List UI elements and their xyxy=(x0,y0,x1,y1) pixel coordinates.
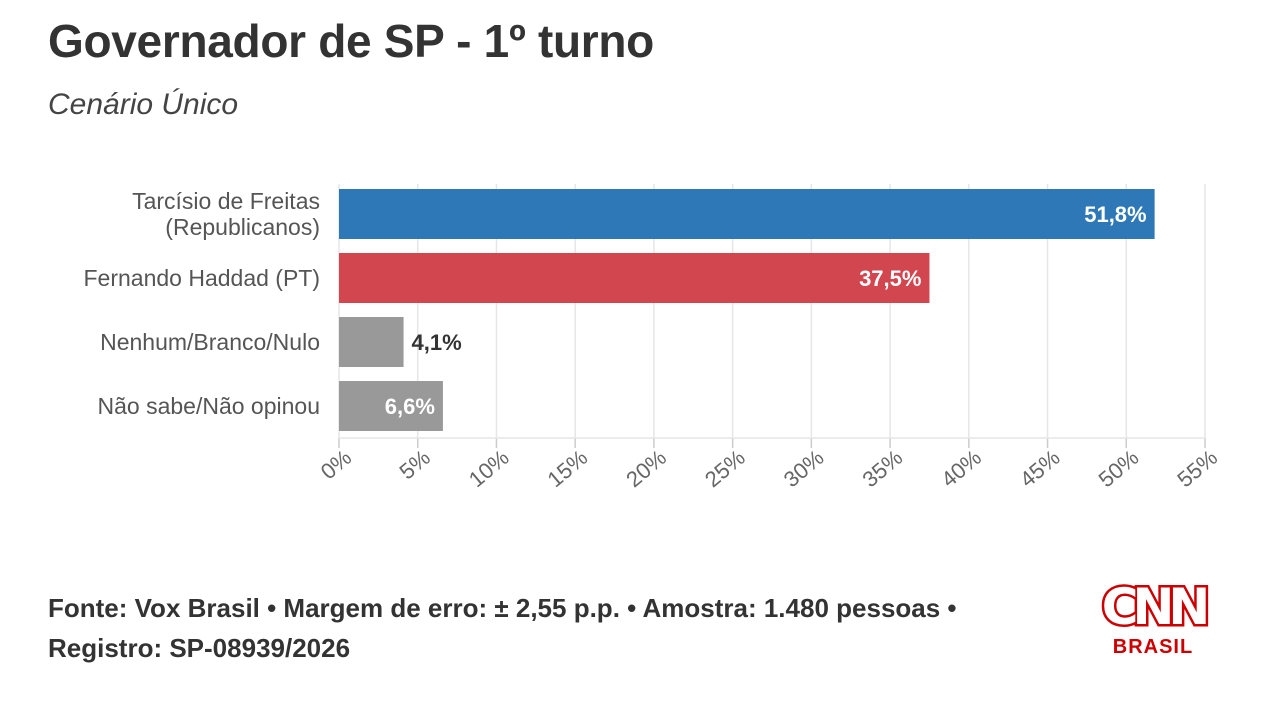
category-labels: Tarcísio de Freitas (Republicanos) Fernand… xyxy=(83,188,320,419)
cnn-brasil-logo: CNN BRASIL xyxy=(1092,578,1214,659)
value-label: 6,6% xyxy=(385,394,435,419)
value-label: 4,1% xyxy=(412,330,462,355)
logo-brand: CNN xyxy=(1099,578,1212,636)
tick-label: 15% xyxy=(543,445,593,492)
chart-title: Governador de SP - 1º turno xyxy=(48,15,654,67)
category-label: Tarcísio de Freitas (Republicanos) xyxy=(132,188,320,240)
tick-labels: 0% 5% 10% 15% 20% 25% 30% 35% 40% 45% 50% 55% xyxy=(316,445,1222,492)
value-label: 51,8% xyxy=(1084,202,1146,227)
chart-subtitle: Cenário Único xyxy=(48,88,239,121)
category-label: Fernando Haddad (PT) xyxy=(83,265,320,291)
tick-label: 40% xyxy=(936,445,986,492)
value-labels: 51,8% 37,5% 4,1% 6,6% xyxy=(383,201,1148,421)
value-label: 37,5% xyxy=(859,266,921,291)
tick-label: 50% xyxy=(1094,445,1144,492)
tick-label: 30% xyxy=(779,445,829,492)
category-label: Não sabe/Não opinou xyxy=(98,393,321,419)
source-note: Fonte: Vox Brasil • Margem de erro: ± 2,… xyxy=(48,593,957,663)
bar xyxy=(339,253,930,303)
tick-label: 35% xyxy=(857,445,907,492)
logo-sub: BRASIL xyxy=(1112,636,1194,658)
bar-chart: Tarcísio de Freitas (Republicanos) Fernand… xyxy=(83,184,1222,492)
category-label: Nenhum/Branco/Nulo xyxy=(100,329,320,355)
bar xyxy=(339,381,443,431)
tick-label: 25% xyxy=(700,445,750,492)
bar xyxy=(339,317,404,367)
tick-label: 10% xyxy=(464,445,514,492)
tick-label: 5% xyxy=(395,445,435,485)
bars xyxy=(339,189,1155,431)
tick-label: 20% xyxy=(621,445,671,492)
tick-label: 45% xyxy=(1015,445,1065,492)
bar xyxy=(339,189,1155,239)
tick-label: 0% xyxy=(316,445,356,485)
tick-label: 55% xyxy=(1172,445,1222,492)
